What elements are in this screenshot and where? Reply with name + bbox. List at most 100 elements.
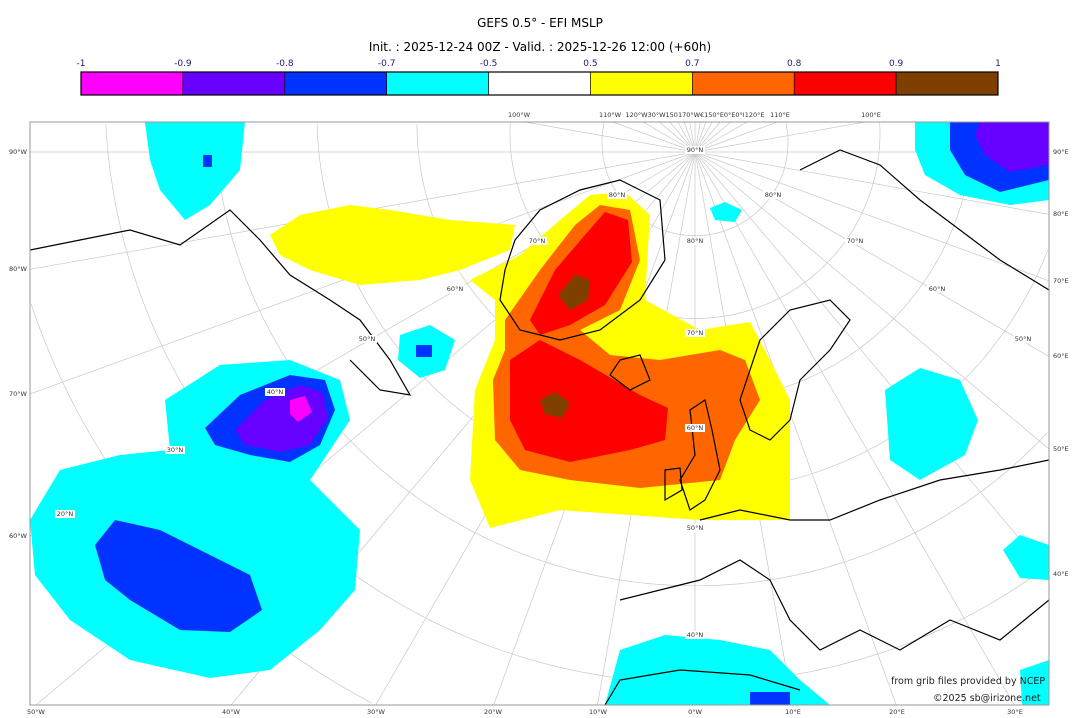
colorbar-tick-label: -0.8 [276, 59, 294, 69]
meridian-line [524, 122, 696, 153]
colorbar-tick-label: 1 [995, 59, 1001, 69]
chart-title: GEFS 0.5° - EFI MSLP [477, 16, 603, 30]
meridian-line [694, 151, 1049, 450]
coordinate-label: 100°W [508, 111, 531, 119]
colorbar: -1 -0.9 -0.8 -0.7 -0.5 0.5 0.7 0.8 0.9 1 [77, 59, 1001, 96]
coordinate-label: 40°N [267, 388, 284, 396]
coastlines [30, 149, 1049, 705]
coordinate-label: 80°E [1053, 210, 1069, 218]
colorbar-segment [182, 71, 286, 96]
efi-field [30, 122, 1049, 705]
coordinate-label: 100°E [861, 111, 881, 119]
colorbar-tick-label: -0.9 [174, 59, 192, 69]
map-frame [29, 121, 1050, 706]
colorbar-segment [80, 71, 184, 96]
cyan-region-azores [885, 368, 978, 480]
coordinate-label: 40°E [1053, 570, 1069, 578]
colorbar-tick-label: -0.7 [378, 59, 396, 69]
colorbar-tick-label: -1 [77, 59, 86, 69]
coordinate-label: 40°W [222, 708, 241, 716]
meridian-line [694, 151, 1049, 575]
coordinate-label: 110°W [599, 111, 622, 119]
coordinate-label: 70°N [529, 237, 546, 245]
blue-spot-labrador [416, 345, 432, 357]
coordinate-label: 40°N [687, 631, 704, 639]
cyan-region-se [1003, 535, 1049, 705]
colorbar-tick-label: -0.5 [480, 59, 498, 69]
colorbar-tick-label: 0.7 [685, 59, 699, 69]
chart-subtitle: Init. : 2025-12-24 00Z - Valid. : 2025-1… [368, 40, 712, 54]
parallel-line [213, 124, 695, 587]
coordinate-label: 20°E [889, 708, 905, 716]
colorbar-segment [895, 71, 999, 96]
coordinate-label: 10°E [785, 708, 801, 716]
brown-spot-greenland [558, 275, 590, 310]
coordinate-label: 20°N [57, 510, 74, 518]
meridian-line [694, 151, 1049, 282]
parallel-line [695, 122, 789, 237]
colorbar-segment [386, 71, 489, 96]
coordinate-label: 60°W [9, 532, 28, 540]
coordinate-label: 70°E [1053, 277, 1069, 285]
coordinate-label: 10°W [589, 708, 608, 716]
map-labels: 90°W 80°W 70°W 60°W 90°E 80°E 70°E 60°E 50°E 40°E… [9, 111, 1069, 716]
coordinate-label: 120°W30°W150170°W€150°E0°E0°I120°E [626, 111, 765, 119]
coordinate-label: 50°N [1015, 335, 1032, 343]
red-region-atlantic [510, 340, 668, 462]
blue-spot-south [750, 692, 790, 705]
colorbar-segment [692, 71, 795, 96]
coordinate-label: 60°N [929, 285, 946, 293]
coordinate-label: 60°E [1053, 352, 1069, 360]
coordinate-label: 70°N [847, 237, 864, 245]
colorbar-segment [284, 71, 387, 96]
coordinate-label: 90°E [1053, 148, 1069, 156]
coordinate-label: 20°W [484, 708, 503, 716]
coordinate-label: 80°N [687, 237, 704, 245]
credit-source: from grib files provided by NCEP [891, 676, 1046, 687]
coordinate-label: 0°W [688, 708, 702, 716]
brown-spot-atlantic [540, 392, 570, 418]
purple-region-ne [975, 122, 1049, 172]
meridian-line [694, 151, 1015, 705]
meridian-line [694, 122, 778, 153]
coordinate-label: 50°N [687, 524, 704, 532]
blue-region-atlantic-south [95, 520, 262, 632]
blue-spot-nw [203, 155, 212, 167]
coordinate-label: 50°W [27, 708, 46, 716]
cyan-spot-arctic [710, 202, 742, 222]
coordinate-label: 90°W [9, 148, 28, 156]
coordinate-label: 60°N [447, 285, 464, 293]
colorbar-tick-label: 0.9 [889, 59, 904, 69]
meridian-line [694, 151, 897, 705]
meridian-line [694, 122, 866, 153]
coordinate-label: 30°E [1007, 708, 1023, 716]
colorbar-segment [590, 71, 693, 96]
coordinate-label: 110°E [770, 111, 790, 119]
colorbar-tick-label: 0.8 [787, 59, 802, 69]
red-region-greenland [530, 212, 632, 335]
coordinate-label: 90°N [687, 146, 704, 154]
colorbar-segment [488, 71, 591, 96]
parallel-line [695, 432, 1048, 587]
cyan-region-nw [145, 122, 245, 220]
magenta-spot-atlantic [290, 396, 312, 422]
cyan-region-south [605, 635, 830, 705]
coordinate-label: 50°N [359, 335, 376, 343]
coordinate-label: 30°N [167, 446, 184, 454]
coordinate-label: 70°N [687, 329, 704, 337]
coordinate-label: 60°N [687, 424, 704, 432]
coordinate-label: 80°W [9, 265, 28, 273]
coordinate-label: 50°E [1053, 445, 1069, 453]
coordinate-label: 30°W [367, 708, 386, 716]
meridian-line [612, 122, 696, 153]
colorbar-segment [793, 71, 897, 96]
yellow-region-canada [270, 205, 515, 285]
meridian-line [694, 151, 1049, 215]
map-area: 90°W 80°W 70°W 60°W 90°E 80°E 70°E 60°E 50°E 40°E… [9, 111, 1069, 716]
meridian-line [694, 151, 1049, 357]
colorbar-tick-label: 0.5 [583, 59, 597, 69]
coordinate-label: 80°N [609, 191, 626, 199]
parallel-line [695, 122, 881, 319]
